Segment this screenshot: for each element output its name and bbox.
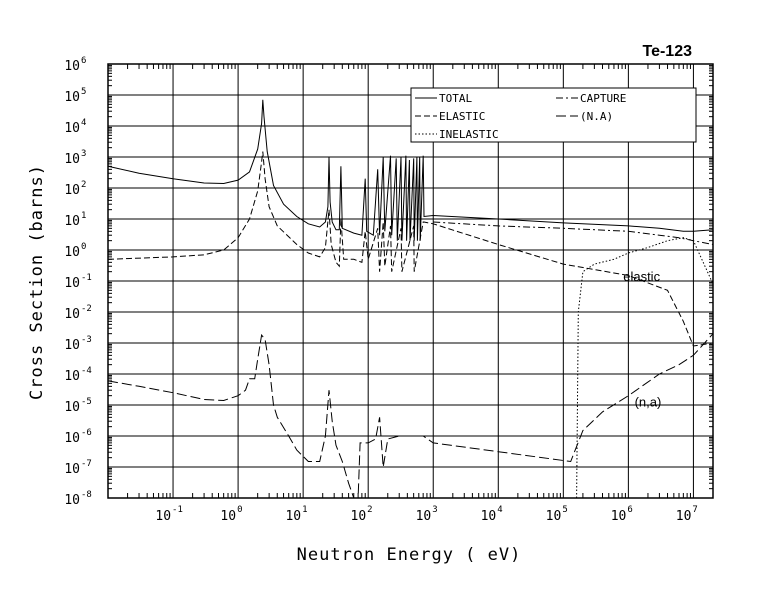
y-tick-label: 10 <box>64 59 80 74</box>
y-tick-exponent: -4 <box>81 366 92 376</box>
chart-title: Te-123 <box>642 43 692 60</box>
x-tick-exponent: 0 <box>237 505 242 515</box>
series-line-elastic <box>107 151 714 347</box>
x-tick-label: 10 <box>676 509 692 524</box>
x-tick-label: 10 <box>546 509 562 524</box>
x-tick-exponent: -1 <box>172 505 183 515</box>
plot-frame <box>107 63 714 499</box>
x-axis-label: Neutron Energy ( eV) <box>297 545 522 565</box>
y-tick-exponent: 4 <box>81 118 86 128</box>
y-tick-exponent: 2 <box>81 180 86 190</box>
x-tick-label: 10 <box>285 509 301 524</box>
y-tick-exponent: 5 <box>81 87 86 97</box>
x-tick-exponent: 4 <box>497 505 502 515</box>
axes: 10 -1 10 0 10 1 10 2 10 3 10 4 10 5 10 6 10 710 -810 -710 -6… <box>64 56 714 524</box>
x-tick-label: 10 <box>416 509 432 524</box>
x-tick-label: 10 <box>481 509 497 524</box>
legend-label: INELASTIC <box>439 128 499 141</box>
x-tick-exponent: 5 <box>562 505 567 515</box>
legend-box <box>410 87 697 143</box>
y-tick-exponent: -6 <box>81 428 92 438</box>
y-tick-exponent: 1 <box>81 211 86 221</box>
x-tick-exponent: 7 <box>692 505 697 515</box>
y-tick-label: 10 <box>64 276 80 291</box>
x-tick-label: 10 <box>611 509 627 524</box>
y-tick-label: 10 <box>64 338 80 353</box>
y-tick-exponent: -3 <box>81 335 92 345</box>
x-tick-label: 10 <box>220 509 236 524</box>
legend: TOTAL CAPTURE ELASTIC (N.A) INELASTIC <box>410 87 697 143</box>
y-tick-exponent: -1 <box>81 273 92 283</box>
y-tick-label: 10 <box>64 152 80 167</box>
y-tick-label: 10 <box>64 462 80 477</box>
y-tick-exponent: -7 <box>81 459 92 469</box>
legend-label: TOTAL <box>439 92 472 105</box>
y-tick-label: 10 <box>64 431 80 446</box>
y-tick-label: 10 <box>64 493 80 508</box>
y-tick-exponent: -8 <box>81 490 92 500</box>
series-layer <box>107 99 714 499</box>
annotation-label: elastic <box>623 269 660 284</box>
y-tick-label: 10 <box>64 400 80 415</box>
y-tick-exponent: 6 <box>81 56 86 66</box>
x-tick-exponent: 6 <box>627 505 632 515</box>
y-tick-label: 10 <box>64 90 80 105</box>
y-tick-exponent: 3 <box>81 149 86 159</box>
x-tick-exponent: 1 <box>302 505 307 515</box>
series-line-total <box>107 99 714 241</box>
y-axis-label: Cross Section (barns) <box>27 164 47 400</box>
legend-label: (N.A) <box>580 110 613 123</box>
y-tick-label: 10 <box>64 121 80 136</box>
y-tick-label: 10 <box>64 245 80 260</box>
y-tick-label: 10 <box>64 183 80 198</box>
legend-label: ELASTIC <box>439 110 485 123</box>
series-line-na <box>107 333 714 499</box>
series-line-inelastic <box>576 237 714 499</box>
x-tick-label: 10 <box>351 509 367 524</box>
y-tick-exponent: 0 <box>81 242 86 252</box>
y-tick-exponent: -5 <box>81 397 92 407</box>
annotations: elastic (n,a) <box>623 269 661 409</box>
x-tick-exponent: 3 <box>432 505 437 515</box>
x-tick-exponent: 2 <box>367 505 372 515</box>
annotation-label: (n,a) <box>635 394 662 409</box>
y-tick-label: 10 <box>64 369 80 384</box>
legend-label: CAPTURE <box>580 92 626 105</box>
series-line-capture <box>433 221 714 245</box>
y-tick-label: 10 <box>64 307 80 322</box>
y-tick-exponent: -2 <box>81 304 92 314</box>
y-tick-label: 10 <box>64 214 80 229</box>
x-tick-label: 10 <box>155 509 171 524</box>
